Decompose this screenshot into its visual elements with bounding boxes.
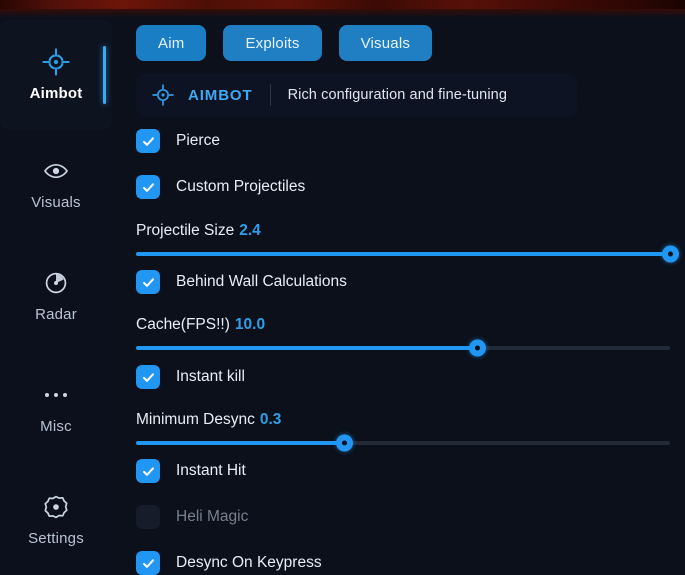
checkbox-row-custom-projectiles[interactable]: Custom Projectiles xyxy=(136,175,305,199)
checkbox-checked-icon[interactable] xyxy=(136,175,160,199)
ellipsis-icon xyxy=(42,381,70,409)
checkbox-unchecked-icon[interactable] xyxy=(136,505,160,529)
slider-fill xyxy=(136,346,478,350)
checkbox-label: Desync On Keypress xyxy=(176,554,322,571)
checkbox-label: Custom Projectiles xyxy=(176,178,306,195)
slider-thumb[interactable] xyxy=(335,434,353,452)
crosshair-icon xyxy=(42,48,70,76)
section-divider xyxy=(269,84,271,106)
checkbox-row-desync-on-keypress[interactable]: Desync On Keypress xyxy=(136,551,322,575)
section-subtitle: Rich configuration and fine-tuning xyxy=(287,87,507,103)
slider-label: Cache(FPS!!) 10.0 xyxy=(136,316,670,334)
eye-icon xyxy=(42,157,70,185)
checkbox-label: Pierce xyxy=(176,132,220,149)
slider-fill xyxy=(136,252,670,256)
checkbox-row-instant-hit[interactable]: Instant Hit xyxy=(136,459,246,483)
active-indicator-bar xyxy=(103,46,106,104)
section-title: AIMBOT xyxy=(188,86,253,104)
slider-value: 2.4 xyxy=(239,222,261,239)
slider-track[interactable] xyxy=(136,245,679,263)
sidebar-item-settings[interactable]: Settings xyxy=(0,486,112,554)
slider-fill xyxy=(136,441,345,445)
checkbox-label: Heli Magic xyxy=(176,508,249,525)
slider-label: Minimum Desync 0.3 xyxy=(136,411,670,429)
crosshair-icon xyxy=(152,84,174,106)
radar-icon xyxy=(42,269,70,297)
tab-exploits[interactable]: Exploits xyxy=(223,25,322,61)
checkbox-row-instant-kill[interactable]: Instant kill xyxy=(136,365,245,389)
sidebar-item-label: Aimbot xyxy=(29,85,83,102)
slider-row-minimum-desync: Minimum Desync 0.3 xyxy=(136,411,670,452)
slider-track[interactable] xyxy=(136,434,670,452)
checkbox-checked-icon[interactable] xyxy=(136,551,160,575)
slider-label-text: Minimum Desync xyxy=(136,411,255,428)
section-header: AIMBOT Rich configuration and fine-tunin… xyxy=(136,73,577,117)
slider-thumb[interactable] xyxy=(469,339,487,357)
checkbox-label: Instant kill xyxy=(176,368,245,385)
sidebar-item-label: Misc xyxy=(40,418,72,435)
sidebar-item-label: Settings xyxy=(28,530,84,547)
checkbox-label: Instant Hit xyxy=(176,462,246,479)
checkbox-checked-icon[interactable] xyxy=(136,270,160,294)
sidebar-item-aimbot[interactable]: Aimbot xyxy=(0,20,112,130)
slider-row-cache-fps: Cache(FPS!!) 10.0 xyxy=(136,316,670,357)
slider-label-text: Projectile Size xyxy=(136,222,235,239)
sidebar-item-radar[interactable]: Radar xyxy=(0,262,112,330)
slider-thumb[interactable] xyxy=(661,245,679,263)
checkbox-label: Behind Wall Calculations xyxy=(176,273,347,290)
top-red-bleed-fade xyxy=(0,9,685,18)
checkbox-row-pierce[interactable]: Pierce xyxy=(136,129,220,153)
checkbox-checked-icon[interactable] xyxy=(136,365,160,389)
slider-label-text: Cache(FPS!!) xyxy=(136,316,230,333)
slider-row-projectile-size: Projectile Size 2.4 xyxy=(136,222,679,263)
checkbox-checked-icon[interactable] xyxy=(136,459,160,483)
sidebar-item-misc[interactable]: Misc xyxy=(0,374,112,442)
slider-value: 10.0 xyxy=(234,316,266,333)
tab-bar: Aim Exploits Visuals xyxy=(136,25,433,61)
gear-icon xyxy=(42,493,70,521)
sidebar-item-label: Visuals xyxy=(31,194,81,211)
slider-track[interactable] xyxy=(136,339,670,357)
slider-label: Projectile Size 2.4 xyxy=(136,222,670,240)
sidebar: Aimbot Visuals Radar xyxy=(0,0,112,575)
checkbox-checked-icon[interactable] xyxy=(136,129,160,153)
tab-visuals[interactable]: Visuals xyxy=(338,25,433,61)
main-panel: Aim Exploits Visuals AIMBOT Rich configu… xyxy=(112,0,685,575)
tab-aim[interactable]: Aim xyxy=(136,25,207,61)
checkbox-row-heli-magic[interactable]: Heli Magic xyxy=(136,505,248,529)
checkbox-row-behind-wall-calculations[interactable]: Behind Wall Calculations xyxy=(136,270,347,294)
sidebar-item-visuals[interactable]: Visuals xyxy=(0,150,112,218)
slider-value: 0.3 xyxy=(259,411,282,428)
sidebar-item-label: Radar xyxy=(35,306,77,323)
top-red-bleed-strip xyxy=(0,0,685,9)
